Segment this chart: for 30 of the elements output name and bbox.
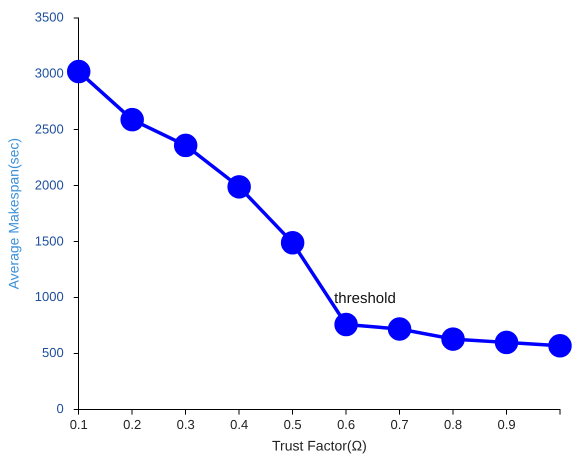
annotation: threshold <box>334 290 396 308</box>
x-tick-label: 0.6 <box>337 416 356 432</box>
y-tick-label: 2500 <box>34 121 64 136</box>
point <box>174 134 198 158</box>
x-tick-label: 0.4 <box>230 416 248 432</box>
point <box>388 317 412 341</box>
y-tick-label: 1500 <box>34 233 64 248</box>
point <box>66 60 90 84</box>
x-tick-label: 0.7 <box>390 416 409 432</box>
y-tick-label: 3000 <box>34 65 64 80</box>
x-tick-label: 0.2 <box>123 416 142 432</box>
x-tick-label: 0.8 <box>444 416 462 432</box>
x-tick-label: 0.3 <box>176 416 195 432</box>
x-tick-label: 0.5 <box>284 416 302 432</box>
point <box>441 327 465 351</box>
point <box>548 334 572 358</box>
point <box>280 231 304 255</box>
point <box>227 175 251 199</box>
point <box>494 330 518 354</box>
y-tick-label: 2000 <box>34 177 64 192</box>
x-axis-title: Trust Factor(Ω) <box>272 437 367 454</box>
point <box>334 312 358 336</box>
y-tick-label: 3500 <box>34 9 64 24</box>
y-tick-label: 0 <box>56 401 64 416</box>
y-tick-label: 1000 <box>34 289 64 304</box>
x-tick-label: 0.1 <box>70 416 88 432</box>
y-tick-label: 500 <box>42 345 64 360</box>
y-axis-title: Average Makespan(sec) <box>5 138 22 290</box>
point <box>120 108 144 132</box>
x-tick-label: 0.9 <box>497 416 516 432</box>
